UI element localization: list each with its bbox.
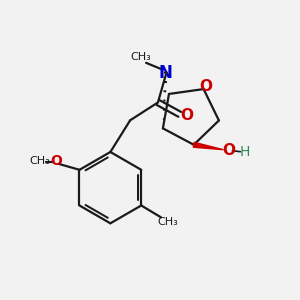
Text: O: O bbox=[199, 79, 212, 94]
Text: O: O bbox=[180, 108, 193, 123]
Polygon shape bbox=[194, 142, 224, 150]
Text: N: N bbox=[159, 64, 173, 82]
Text: CH₃: CH₃ bbox=[158, 217, 178, 227]
Text: H: H bbox=[240, 145, 250, 159]
Text: CH₃: CH₃ bbox=[131, 52, 152, 62]
Text: CH₃: CH₃ bbox=[29, 156, 50, 166]
Text: O: O bbox=[222, 143, 235, 158]
Text: O: O bbox=[50, 154, 62, 168]
